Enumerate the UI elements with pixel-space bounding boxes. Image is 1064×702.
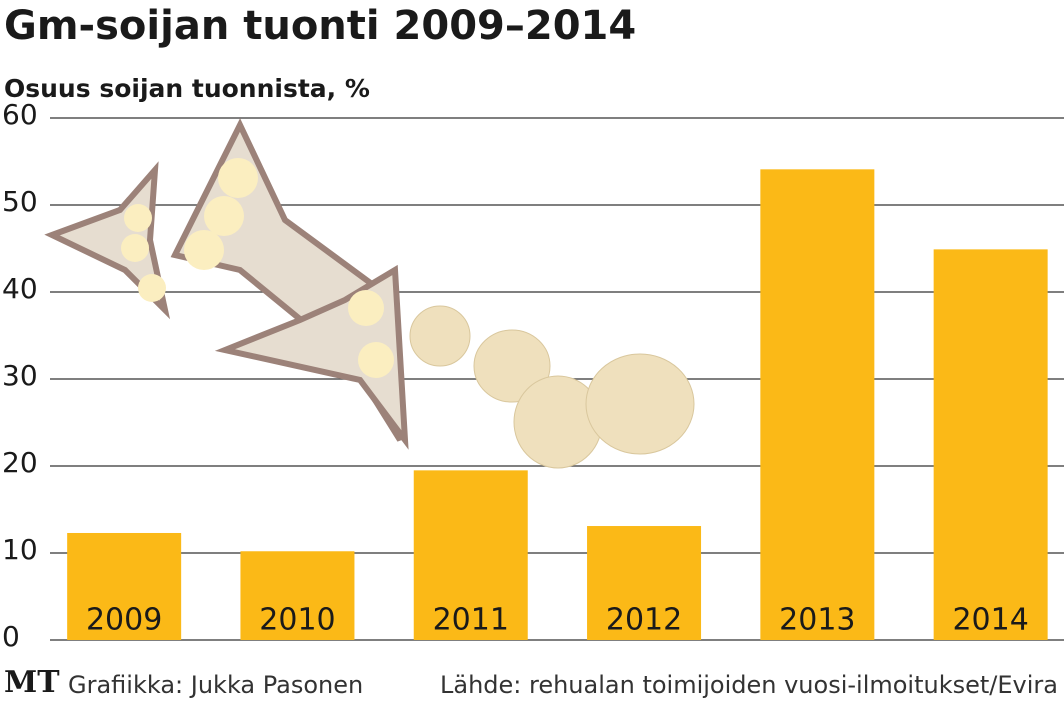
y-tick-label: 20 [2, 446, 38, 479]
x-tick-label: 2012 [606, 603, 682, 638]
bar [587, 526, 702, 640]
y-tick-label: 50 [2, 185, 38, 218]
soybean [585, 353, 695, 455]
bean [184, 230, 224, 270]
x-tick-label: 2010 [259, 603, 335, 638]
chart-subtitle: Osuus soijan tuonnista, % [4, 74, 370, 103]
bean [358, 342, 394, 378]
soy-illustration [44, 118, 695, 469]
x-tick-label: 2014 [952, 603, 1028, 638]
bean [138, 274, 166, 302]
logo: MT [4, 665, 60, 700]
x-tick-label: 2013 [779, 603, 855, 638]
x-tick-label: 2011 [433, 603, 509, 638]
bar [760, 169, 875, 640]
bar [413, 470, 528, 640]
soybean [473, 329, 551, 403]
bean [204, 196, 244, 236]
y-tick-label: 40 [2, 272, 38, 305]
chart-title: Gm-soijan tuonti 2009–2014 [4, 3, 636, 49]
source: Lähde: rehualan toimijoiden vuosi-ilmoit… [440, 671, 1058, 699]
credit: Grafiikka: Jukka Pasonen [68, 671, 363, 699]
y-tick-label: 10 [2, 533, 38, 566]
x-tick-label: 2009 [86, 603, 162, 638]
y-tick-label: 30 [2, 359, 38, 392]
bar [67, 532, 182, 640]
bar [240, 551, 355, 640]
bar [933, 249, 1048, 640]
soybean [409, 305, 471, 367]
bean [121, 234, 149, 262]
bean [218, 158, 258, 198]
y-tick-label: 0 [2, 620, 20, 653]
bars: 2009 2010 2011 2012 2013 2014 [67, 169, 1048, 640]
bean [124, 204, 152, 232]
y-tick-label: 60 [2, 98, 38, 131]
bean [348, 290, 384, 326]
